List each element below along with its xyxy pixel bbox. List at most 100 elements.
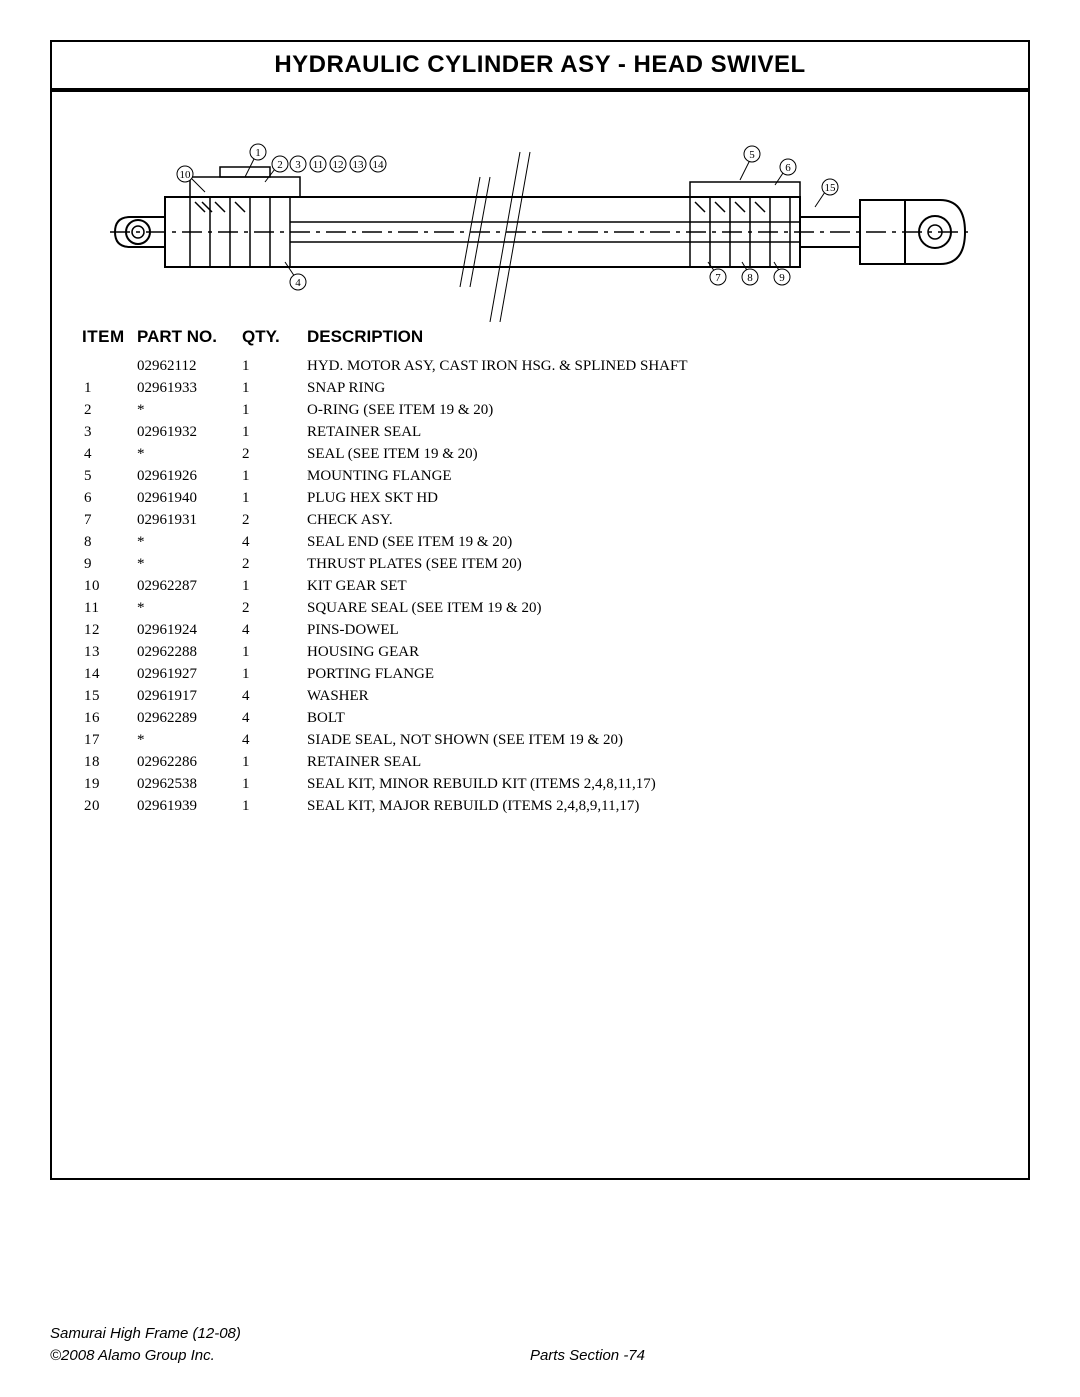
cell-partno: 02961926: [137, 465, 242, 487]
callout-1: 1: [255, 147, 261, 159]
cell-partno: *: [137, 553, 242, 575]
cell-desc: PLUG HEX SKT HD: [307, 487, 982, 509]
table-row: 15029619174WASHER: [82, 685, 982, 707]
cell-item: 2: [82, 399, 137, 421]
cell-item: 17: [82, 729, 137, 751]
callout-4: 4: [295, 277, 301, 289]
cell-desc: RETAINER SEAL: [307, 751, 982, 773]
cell-desc: BOLT: [307, 707, 982, 729]
footer-copyright: ©2008 Alamo Group Inc.: [50, 1347, 215, 1364]
cell-qty: 4: [242, 619, 307, 641]
cell-qty: 2: [242, 509, 307, 531]
cell-desc: O-RING (SEE ITEM 19 & 20): [307, 399, 982, 421]
table-row: 3029619321RETAINER SEAL: [82, 421, 982, 443]
cell-item: 16: [82, 707, 137, 729]
cell-desc: WASHER: [307, 685, 982, 707]
cell-partno: *: [137, 399, 242, 421]
cell-desc: RETAINER SEAL: [307, 421, 982, 443]
cell-partno: 02962538: [137, 773, 242, 795]
cell-partno: 02961927: [137, 663, 242, 685]
table-row: 1029619331SNAP RING: [82, 377, 982, 399]
cell-qty: 4: [242, 685, 307, 707]
cell-qty: 1: [242, 773, 307, 795]
callout-2: 2: [277, 159, 283, 171]
cell-qty: 2: [242, 443, 307, 465]
cell-partno: 02962289: [137, 707, 242, 729]
title-box: HYDRAULIC CYLINDER ASY - HEAD SWIVEL: [50, 40, 1030, 90]
table-row: 4*2SEAL (SEE ITEM 19 & 20): [82, 443, 982, 465]
table-row: 8*4SEAL END (SEE ITEM 19 & 20): [82, 531, 982, 553]
cell-item: 3: [82, 421, 137, 443]
cell-item: 15: [82, 685, 137, 707]
callout-5: 5: [749, 149, 755, 161]
table-row: 9*2THRUST PLATES (SEE ITEM 20): [82, 553, 982, 575]
callout-8: 8: [747, 272, 753, 284]
cell-desc: KIT GEAR SET: [307, 575, 982, 597]
cell-desc: SEAL KIT, MAJOR REBUILD (ITEMS 2,4,8,9,1…: [307, 795, 982, 817]
cell-item: 8: [82, 531, 137, 553]
cell-item: 5: [82, 465, 137, 487]
cell-item: 11: [82, 597, 137, 619]
callout-12: 12: [333, 159, 344, 171]
cell-desc: SEAL (SEE ITEM 19 & 20): [307, 443, 982, 465]
cell-item: 19: [82, 773, 137, 795]
cell-desc: SNAP RING: [307, 377, 982, 399]
table-row: 5029619261MOUNTING FLANGE: [82, 465, 982, 487]
cell-partno: *: [137, 443, 242, 465]
table-row: 12029619244PINS-DOWEL: [82, 619, 982, 641]
cell-qty: 2: [242, 553, 307, 575]
callout-3: 3: [295, 159, 301, 171]
cell-partno: 02961931: [137, 509, 242, 531]
cell-qty: 1: [242, 465, 307, 487]
cell-qty: 4: [242, 531, 307, 553]
table-row: 10029622871KIT GEAR SET: [82, 575, 982, 597]
cell-partno: 02962112: [137, 355, 242, 377]
cell-qty: 1: [242, 575, 307, 597]
cell-item: 14: [82, 663, 137, 685]
header-partno: PART NO.: [137, 327, 242, 347]
cell-item: 1: [82, 377, 137, 399]
cell-partno: 02961939: [137, 795, 242, 817]
callout-7: 7: [715, 272, 721, 284]
cell-desc: SQUARE SEAL (SEE ITEM 19 & 20): [307, 597, 982, 619]
cell-qty: 1: [242, 641, 307, 663]
table-row: 029621121HYD. MOTOR ASY, CAST IRON HSG. …: [82, 355, 982, 377]
cell-qty: 1: [242, 421, 307, 443]
cell-qty: 1: [242, 377, 307, 399]
diagram-area: 1 10 2 3 11 12 13 14 4 5 6 15 7: [50, 90, 1030, 1180]
cell-item: 6: [82, 487, 137, 509]
cell-partno: *: [137, 729, 242, 751]
cell-qty: 1: [242, 355, 307, 377]
cell-item: 18: [82, 751, 137, 773]
callout-9: 9: [779, 272, 785, 284]
cell-qty: 4: [242, 707, 307, 729]
cell-qty: 1: [242, 795, 307, 817]
cylinder-diagram: 1 10 2 3 11 12 13 14 4 5 6 15 7: [90, 122, 990, 322]
table-row: 13029622881HOUSING GEAR: [82, 641, 982, 663]
cell-partno: 02962286: [137, 751, 242, 773]
cell-desc: MOUNTING FLANGE: [307, 465, 982, 487]
cell-item: 7: [82, 509, 137, 531]
cell-partno: 02961933: [137, 377, 242, 399]
cell-partno: 02961917: [137, 685, 242, 707]
header-qty: QTY.: [242, 327, 307, 347]
cell-partno: 02962287: [137, 575, 242, 597]
cell-partno: *: [137, 531, 242, 553]
callout-6: 6: [785, 162, 791, 174]
cell-qty: 1: [242, 487, 307, 509]
cell-partno: 02961932: [137, 421, 242, 443]
cell-qty: 1: [242, 399, 307, 421]
callout-13: 13: [353, 159, 365, 171]
table-row: 17*4SIADE SEAL, NOT SHOWN (SEE ITEM 19 &…: [82, 729, 982, 751]
cell-desc: SIADE SEAL, NOT SHOWN (SEE ITEM 19 & 20): [307, 729, 982, 751]
cell-desc: SEAL END (SEE ITEM 19 & 20): [307, 531, 982, 553]
cell-qty: 1: [242, 663, 307, 685]
cell-partno: 02962288: [137, 641, 242, 663]
table-row: 14029619271PORTING FLANGE: [82, 663, 982, 685]
cell-desc: PINS-DOWEL: [307, 619, 982, 641]
cell-item: 10: [82, 575, 137, 597]
parts-table: ITEM PART NO. QTY. DESCRIPTION 029621121…: [82, 327, 982, 817]
header-desc: DESCRIPTION: [307, 327, 982, 347]
page-title: HYDRAULIC CYLINDER ASY - HEAD SWIVEL: [274, 51, 805, 79]
cell-partno: 02961924: [137, 619, 242, 641]
